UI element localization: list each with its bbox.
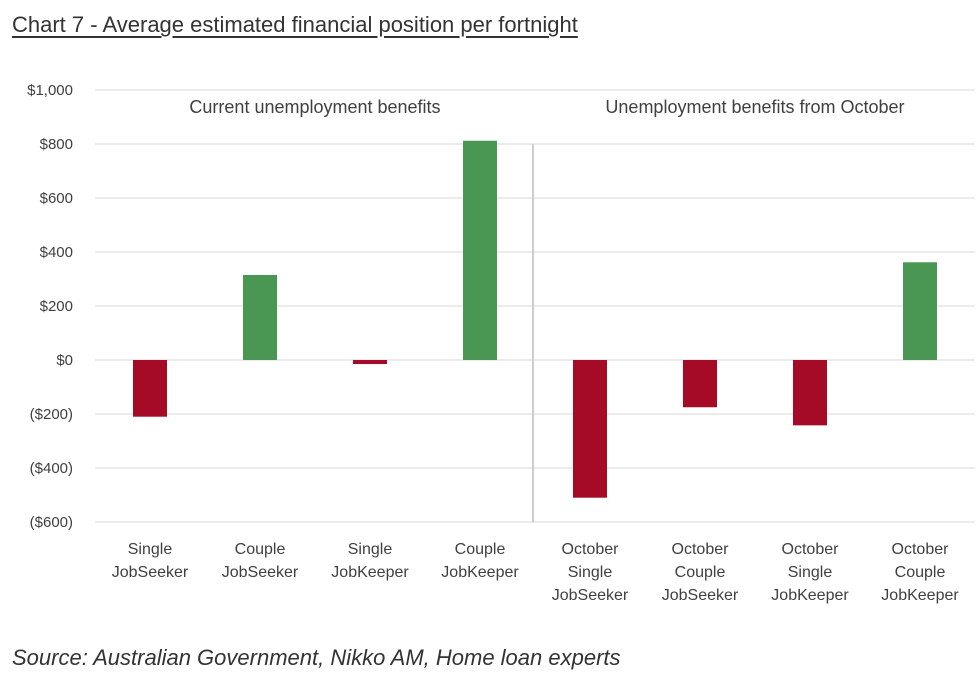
x-tick-label: October Single JobKeeper (771, 541, 849, 604)
y-tick-label: $400 (40, 244, 73, 261)
bar-chart: $1,000 $800 $600 $400 $200 $0 ($200) ($400) ($60… (27, 82, 975, 604)
bar (793, 360, 827, 426)
bar (353, 360, 387, 365)
source-note: Source: Australian Government, Nikko AM,… (12, 645, 621, 670)
x-tick-label: October Couple JobKeeper (881, 541, 959, 604)
y-tick-label: ($400) (30, 460, 73, 477)
x-tick-label: Couple JobKeeper (441, 541, 519, 581)
bar (133, 360, 167, 417)
bars (133, 140, 937, 498)
x-tick-label: Couple JobSeeker (222, 541, 299, 581)
gridlines (95, 89, 975, 523)
section-labels: Current unemployment benefits Unemploymen… (189, 97, 904, 117)
x-tick-label: October Single JobSeeker (552, 541, 629, 604)
section-label: Current unemployment benefits (189, 97, 440, 117)
y-tick-label: $800 (40, 136, 73, 153)
bar (573, 360, 607, 498)
bar (463, 140, 497, 360)
x-tick-label: October Couple JobSeeker (662, 541, 739, 604)
x-tick-label: Single JobKeeper (331, 541, 409, 581)
y-tick-label: $1,000 (27, 82, 73, 99)
y-tick-label: ($600) (30, 514, 73, 531)
y-tick-label: $600 (40, 190, 73, 207)
chart-title: Chart 7 - Average estimated financial po… (12, 12, 578, 37)
bar (683, 360, 717, 408)
bar (903, 262, 937, 360)
x-axis-category-labels: Single JobSeeker Couple JobSeeker Single JobK… (112, 541, 960, 604)
y-axis-tick-labels: $1,000 $800 $600 $400 $200 $0 ($200) ($400) ($60… (27, 82, 73, 531)
bar (243, 274, 277, 360)
y-tick-label: $200 (40, 298, 73, 315)
x-tick-label: Single JobSeeker (112, 541, 189, 581)
y-tick-label: $0 (56, 352, 73, 369)
section-label: Unemployment benefits from October (605, 97, 904, 117)
y-tick-label: ($200) (30, 406, 73, 423)
